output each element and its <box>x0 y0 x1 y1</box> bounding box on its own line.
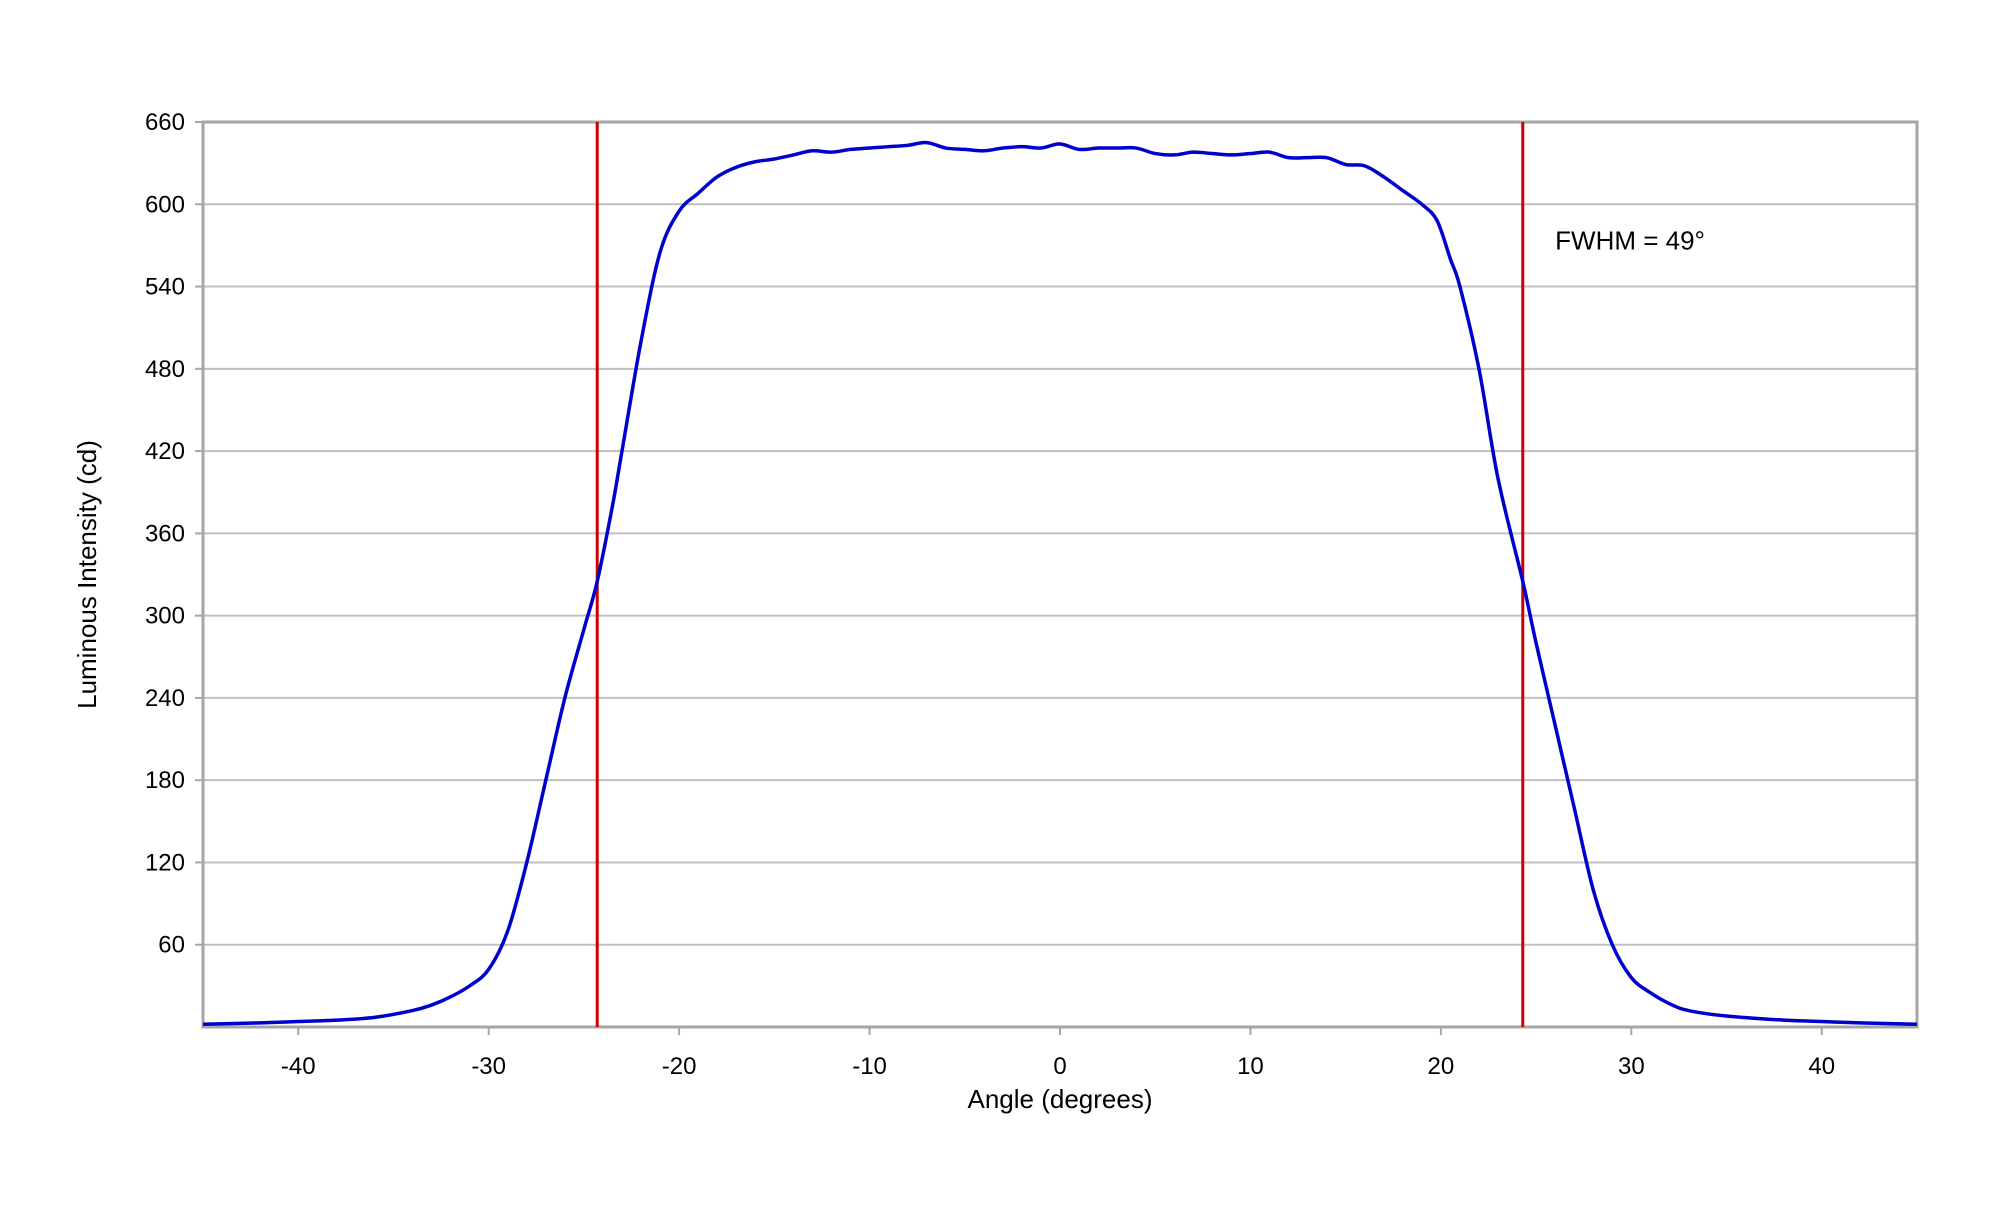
x-tick-label: 0 <box>1053 1053 1066 1080</box>
y-tick-label: 480 <box>145 356 185 383</box>
fwhm-annotation: FWHM = 49° <box>1555 226 1705 256</box>
x-tick-label: -10 <box>852 1053 887 1080</box>
x-tick-label: 20 <box>1428 1053 1455 1080</box>
x-axis-ticks: -40 -30 -20 -10 0 10 20 30 40 <box>281 1027 1835 1080</box>
y-tick-label: 540 <box>145 274 185 301</box>
y-axis-title: Luminous Intensity (cd) <box>72 440 102 709</box>
x-tick-label: 10 <box>1237 1053 1264 1080</box>
y-tick-label: 360 <box>145 520 185 547</box>
x-tick-label: 30 <box>1618 1053 1645 1080</box>
y-tick-label: 180 <box>145 767 185 794</box>
annotations: FWHM = 49° <box>1555 226 1705 256</box>
y-tick-label: 240 <box>145 685 185 712</box>
x-tick-label: 40 <box>1808 1053 1835 1080</box>
y-tick-label: 120 <box>145 849 185 876</box>
y-tick-label: 300 <box>145 603 185 630</box>
y-tick-label: 420 <box>145 438 185 465</box>
x-tick-label: -20 <box>662 1053 697 1080</box>
y-tick-label: 60 <box>158 932 185 959</box>
x-tick-label: -40 <box>281 1053 316 1080</box>
y-axis-ticks: 60 120 180 240 300 360 420 480 540 600 660 <box>145 109 203 959</box>
y-tick-label: 600 <box>145 191 185 218</box>
x-axis-title: Angle (degrees) <box>968 1084 1153 1114</box>
intensity-series-line <box>202 140 1918 1027</box>
y-tick-label: 660 <box>145 109 185 136</box>
x-tick-label: -30 <box>471 1053 506 1080</box>
series-layer <box>202 140 1918 1027</box>
